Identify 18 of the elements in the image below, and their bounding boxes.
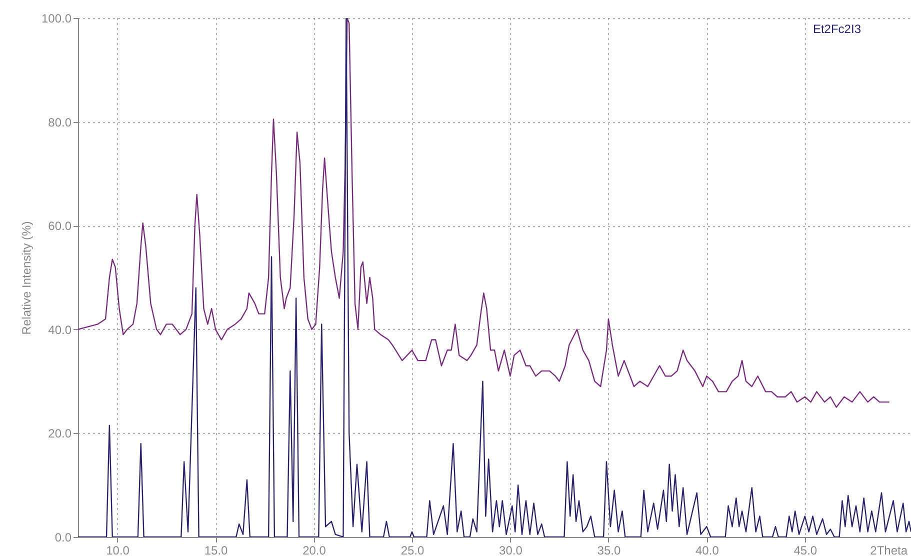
x-axis-title: 2Theta [870, 544, 908, 556]
x-tick-label: 20.0 [302, 544, 326, 556]
line-series [78, 18, 890, 408]
x-tick-label: 40.0 [696, 544, 720, 556]
y-tick-label: 40.0 [48, 322, 72, 337]
y-tick-label: 60.0 [48, 219, 72, 234]
y-axis-title: Relative Intensity (%) [19, 221, 34, 335]
annotation: Et2Fc2I3 [812, 22, 862, 36]
y-tick-label: 100.0 [41, 12, 72, 26]
x-tick-label: 30.0 [499, 544, 523, 556]
y-tick-label: 80.0 [48, 115, 72, 130]
y-tick-label: 0.0 [54, 530, 72, 544]
x-tick-label: 25.0 [400, 544, 424, 556]
x-tick-label: 15.0 [204, 544, 228, 556]
x-tick-label: 10.0 [106, 544, 130, 556]
x-tick-label: 45.0 [794, 544, 818, 556]
y-tick-label: 20.0 [48, 426, 72, 441]
x-tick-label: 35.0 [597, 544, 621, 556]
